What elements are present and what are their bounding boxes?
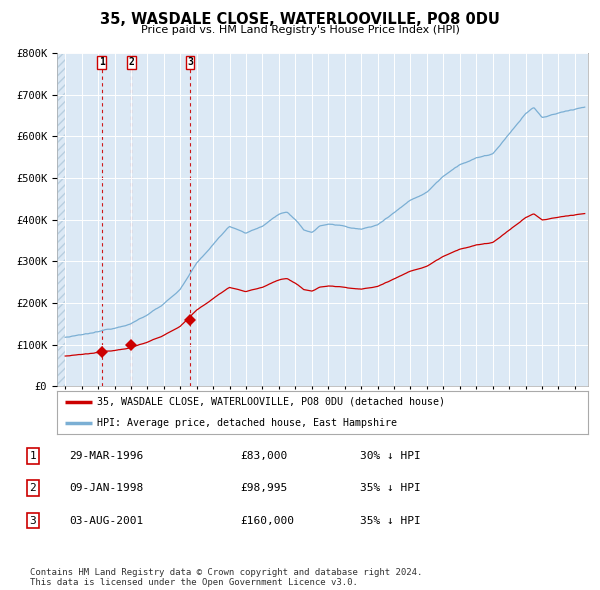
Text: 1: 1 bbox=[99, 57, 105, 67]
Text: 30% ↓ HPI: 30% ↓ HPI bbox=[360, 451, 421, 461]
Text: 2: 2 bbox=[29, 483, 37, 493]
Text: £98,995: £98,995 bbox=[240, 483, 287, 493]
Text: 2: 2 bbox=[128, 57, 134, 67]
Text: 35% ↓ HPI: 35% ↓ HPI bbox=[360, 516, 421, 526]
Text: 3: 3 bbox=[187, 57, 193, 67]
Text: HPI: Average price, detached house, East Hampshire: HPI: Average price, detached house, East… bbox=[97, 418, 397, 428]
Text: 29-MAR-1996: 29-MAR-1996 bbox=[69, 451, 143, 461]
Text: £83,000: £83,000 bbox=[240, 451, 287, 461]
Text: 09-JAN-1998: 09-JAN-1998 bbox=[69, 483, 143, 493]
Text: 35, WASDALE CLOSE, WATERLOOVILLE, PO8 0DU (detached house): 35, WASDALE CLOSE, WATERLOOVILLE, PO8 0D… bbox=[97, 397, 445, 407]
Bar bbox=[57, 53, 65, 386]
Text: 35% ↓ HPI: 35% ↓ HPI bbox=[360, 483, 421, 493]
Text: £160,000: £160,000 bbox=[240, 516, 294, 526]
Text: 3: 3 bbox=[29, 516, 37, 526]
Text: 03-AUG-2001: 03-AUG-2001 bbox=[69, 516, 143, 526]
Text: Price paid vs. HM Land Registry's House Price Index (HPI): Price paid vs. HM Land Registry's House … bbox=[140, 25, 460, 35]
Text: Contains HM Land Registry data © Crown copyright and database right 2024.
This d: Contains HM Land Registry data © Crown c… bbox=[30, 568, 422, 587]
Text: 35, WASDALE CLOSE, WATERLOOVILLE, PO8 0DU: 35, WASDALE CLOSE, WATERLOOVILLE, PO8 0D… bbox=[100, 12, 500, 27]
Text: 1: 1 bbox=[29, 451, 37, 461]
